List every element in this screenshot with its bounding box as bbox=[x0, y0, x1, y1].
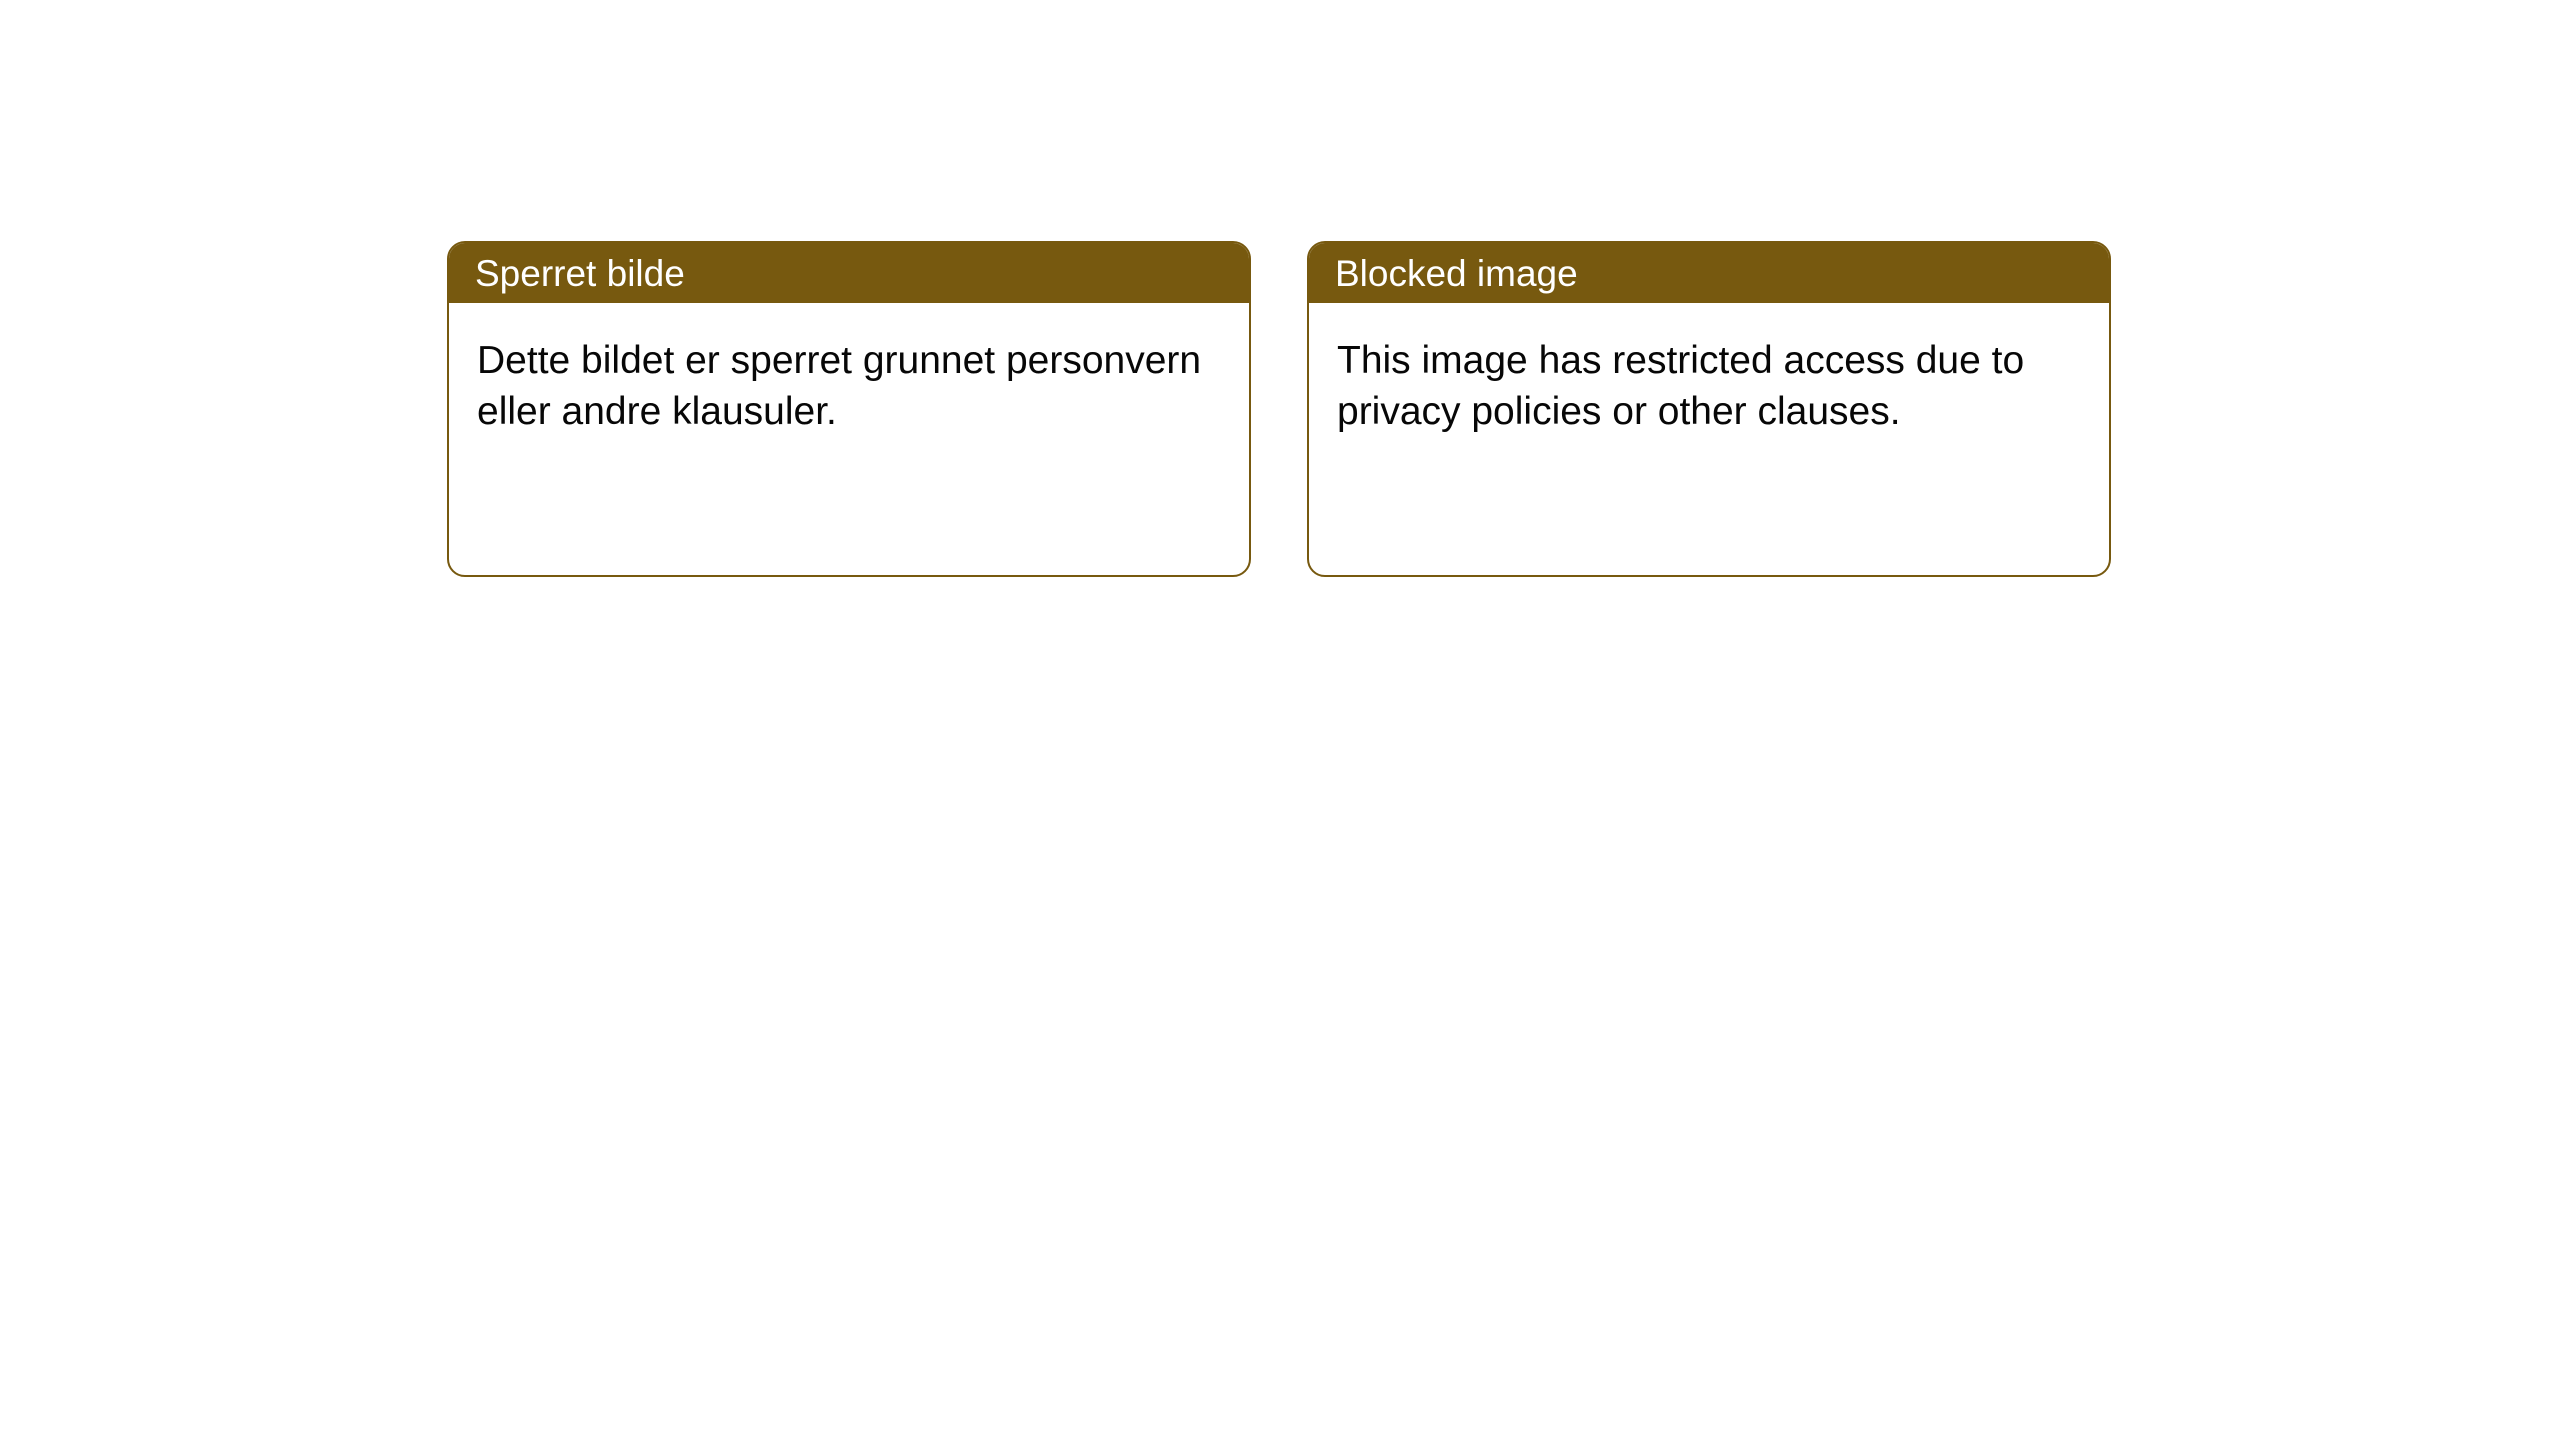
notice-card-norwegian: Sperret bilde Dette bildet er sperret gr… bbox=[447, 241, 1251, 577]
notice-card-header-english: Blocked image bbox=[1309, 243, 2109, 303]
notice-cards-row: Sperret bilde Dette bildet er sperret gr… bbox=[447, 241, 2111, 577]
notice-card-header-norwegian: Sperret bilde bbox=[449, 243, 1249, 303]
notice-card-body-norwegian: Dette bildet er sperret grunnet personve… bbox=[449, 303, 1249, 575]
notice-card-english: Blocked image This image has restricted … bbox=[1307, 241, 2111, 577]
notice-card-body-english: This image has restricted access due to … bbox=[1309, 303, 2109, 575]
